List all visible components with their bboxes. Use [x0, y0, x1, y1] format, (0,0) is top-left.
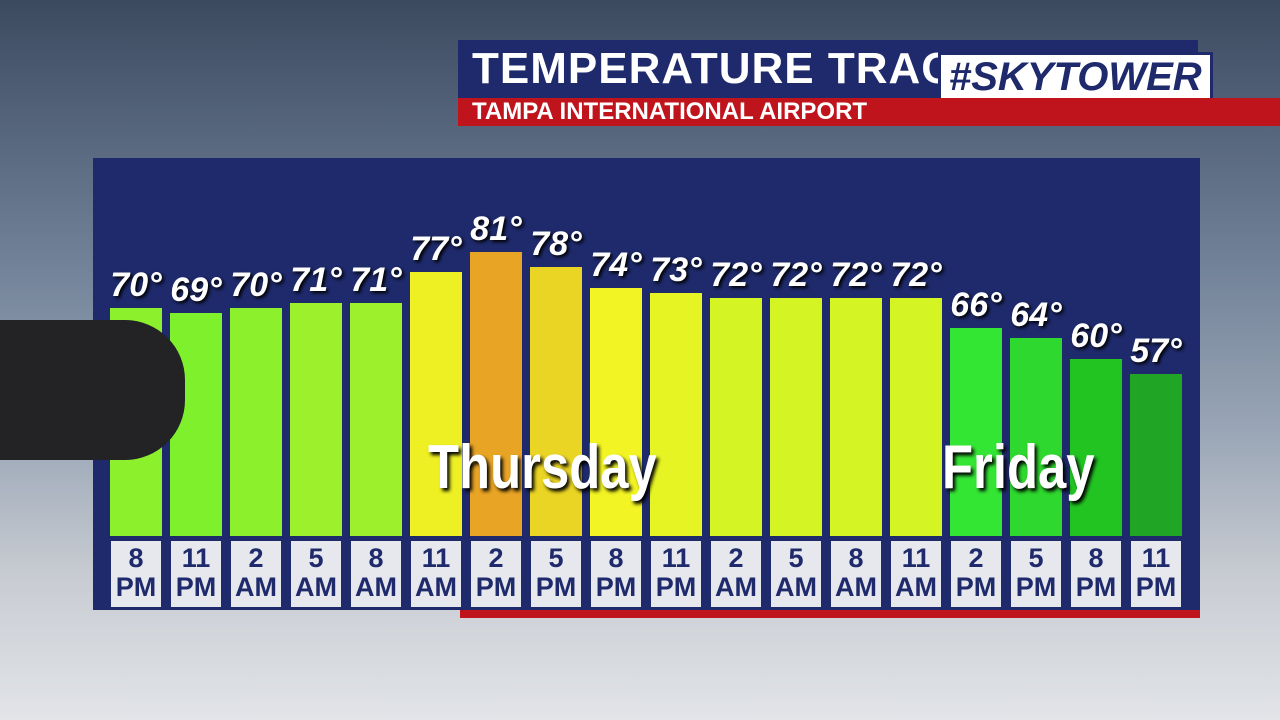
- bar: [770, 297, 822, 536]
- value-label: 64°: [1010, 296, 1062, 335]
- bar: [830, 297, 882, 536]
- bar: [1130, 374, 1182, 536]
- bar: [230, 307, 282, 536]
- bar: [1010, 338, 1062, 536]
- x-tick-label: 2 AM: [711, 541, 761, 607]
- bar: [890, 297, 942, 536]
- x-tick-label: 5 PM: [531, 541, 581, 607]
- x-tick-label: 8 AM: [831, 541, 881, 607]
- bar: [350, 302, 402, 536]
- x-tick-label: 8 AM: [351, 541, 401, 607]
- value-label: 81°: [470, 210, 522, 248]
- bar: [950, 328, 1002, 536]
- value-label: 71°: [350, 260, 402, 299]
- bar: [470, 252, 522, 536]
- x-tick-label: 8 PM: [1071, 541, 1121, 607]
- value-label: 72°: [710, 255, 762, 294]
- chart-title: TEMPERATURE TRACK: [472, 44, 987, 93]
- x-tick-label: 8 PM: [591, 541, 641, 607]
- value-label: 72°: [770, 255, 822, 294]
- x-tick-label: 5 AM: [771, 541, 821, 607]
- x-tick-label: 11 AM: [891, 541, 941, 607]
- x-tick-label: 2 AM: [231, 541, 281, 607]
- x-tick-label: 2 PM: [471, 541, 521, 607]
- chart-subtitle: TAMPA INTERNATIONAL AIRPORT: [472, 98, 868, 125]
- value-label: 78°: [530, 225, 582, 264]
- value-label: 73°: [650, 250, 702, 289]
- value-label: 77°: [410, 230, 462, 269]
- day-label: Friday: [942, 433, 1095, 502]
- accent-line: [460, 610, 1200, 618]
- bar: [530, 267, 582, 536]
- x-tick-label: 11 PM: [171, 541, 221, 607]
- day-label: Thursday: [428, 433, 657, 502]
- value-label: 57°: [1130, 332, 1182, 370]
- value-label: 71°: [290, 260, 342, 299]
- value-label: 72°: [890, 255, 942, 294]
- value-label: 66°: [950, 286, 1002, 325]
- bar: [650, 292, 702, 536]
- brand-logo: #SKYTOWER: [938, 52, 1213, 102]
- value-label: 70°: [110, 265, 162, 304]
- x-tick-label: 11 PM: [1131, 541, 1181, 607]
- bar: [590, 287, 642, 536]
- x-tick-label: 11 AM: [411, 541, 461, 607]
- value-label: 74°: [590, 245, 642, 284]
- bar: [410, 272, 462, 536]
- x-tick-label: 8 PM: [111, 541, 161, 607]
- value-label: 60°: [1070, 316, 1122, 355]
- x-tick-label: 5 PM: [1011, 541, 1061, 607]
- presenter-arm: [0, 320, 185, 460]
- value-label: 70°: [230, 265, 282, 304]
- subtitle-bar: [458, 98, 1280, 126]
- value-label: 69°: [170, 271, 222, 309]
- bar: [710, 297, 762, 536]
- x-tick-label: 2 PM: [951, 541, 1001, 607]
- x-tick-label: 11 PM: [651, 541, 701, 607]
- value-label: 72°: [830, 255, 882, 294]
- bar: [290, 302, 342, 536]
- bar: [1070, 358, 1122, 536]
- x-tick-label: 5 AM: [291, 541, 341, 607]
